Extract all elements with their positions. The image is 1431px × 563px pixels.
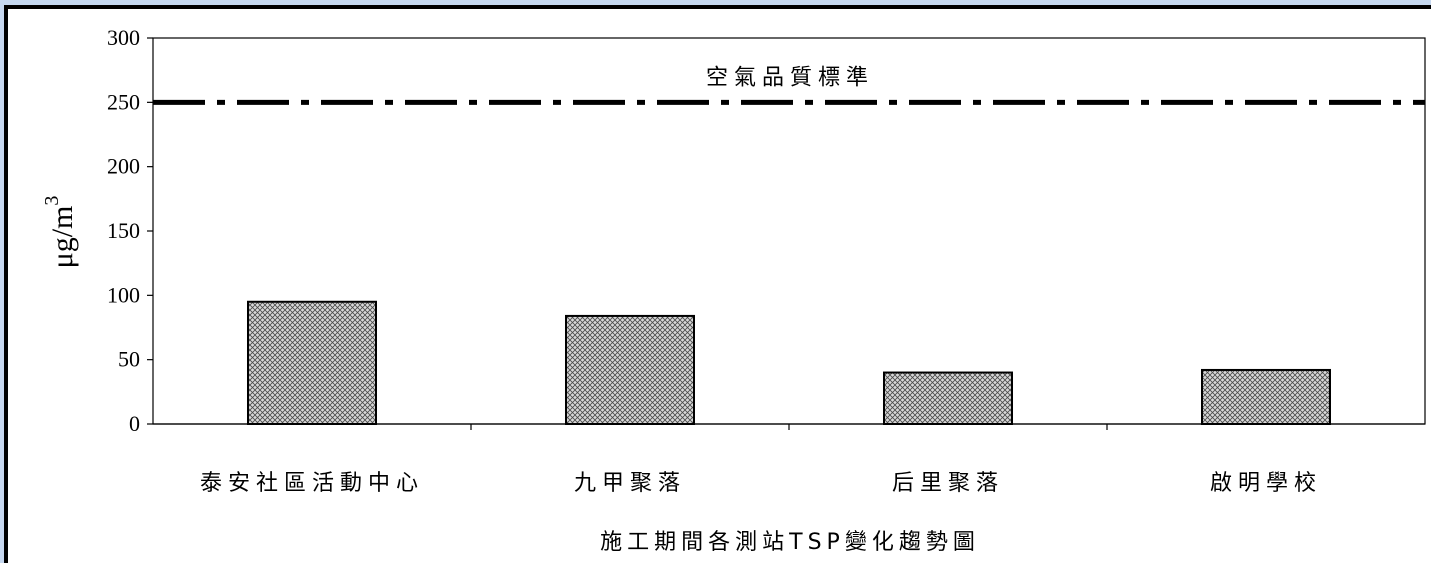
y-tick-label: 50: [118, 347, 140, 372]
y-tick-label: 250: [107, 89, 140, 114]
bar: [565, 314, 695, 426]
x-category-label: 九甲聚落: [574, 471, 686, 496]
chart-frame: [4, 5, 1431, 563]
y-tick-label: 150: [107, 218, 140, 243]
x-category-label: 后里聚落: [892, 471, 1004, 496]
reference-line-label: 空氣品質標準: [706, 65, 874, 90]
y-tick-label: 200: [107, 154, 140, 179]
x-category-label: 泰安社區活動中心: [200, 471, 424, 496]
y-tick-label: 300: [107, 25, 140, 50]
y-tick-label: 100: [107, 282, 140, 307]
y-axis-label: μg/m3: [41, 196, 79, 269]
bar: [247, 300, 377, 425]
bar: [1201, 368, 1331, 425]
y-tick-label: 0: [129, 411, 140, 436]
chart-caption: 施工期間各測站TSP變化趨勢圖: [600, 530, 980, 555]
x-category-label: 啟明學校: [1210, 471, 1322, 496]
bar: [883, 371, 1013, 425]
